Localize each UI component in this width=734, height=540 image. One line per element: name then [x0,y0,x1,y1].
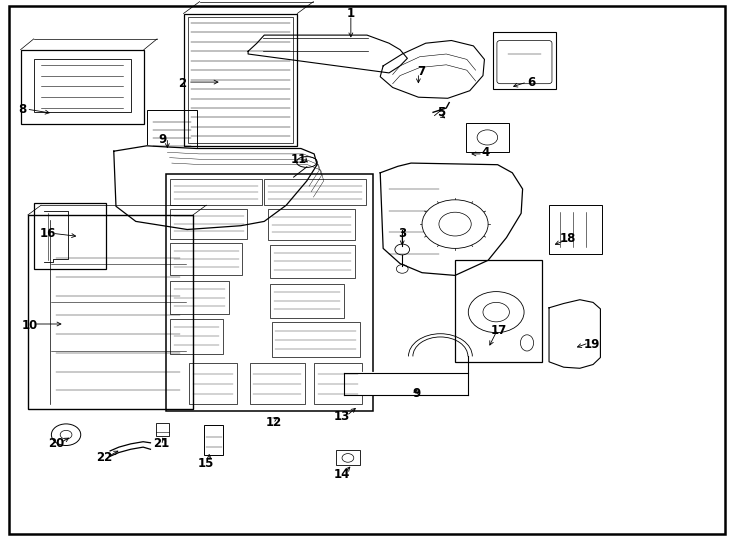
Circle shape [468,292,524,333]
Text: 4: 4 [482,146,490,159]
Text: 12: 12 [266,416,282,429]
Circle shape [60,430,72,439]
Text: 13: 13 [334,410,350,423]
Polygon shape [114,146,317,230]
Bar [34,203,106,269]
Circle shape [342,454,354,462]
Bar [314,363,362,404]
Circle shape [51,424,81,446]
Bar [189,363,237,404]
FancyBboxPatch shape [497,40,552,84]
Text: 9: 9 [159,133,167,146]
Bar [166,174,373,411]
Text: 22: 22 [96,451,112,464]
Bar [170,179,262,205]
Text: 21: 21 [153,437,170,450]
Text: 20: 20 [48,437,64,450]
Bar [170,209,247,239]
Circle shape [422,200,488,248]
Text: 11: 11 [291,153,307,166]
Circle shape [477,130,498,145]
Ellipse shape [520,335,534,351]
Text: 10: 10 [21,319,37,332]
Circle shape [395,244,410,255]
Text: 17: 17 [491,324,507,337]
Bar [28,215,193,409]
Polygon shape [380,40,484,98]
Bar [493,32,556,89]
Bar [264,179,366,205]
Bar [336,450,360,465]
Bar [147,110,197,152]
Bar [466,123,509,152]
Circle shape [483,302,509,322]
Circle shape [396,265,408,273]
Bar [34,59,131,112]
Text: 9: 9 [412,387,421,400]
Bar [188,17,293,143]
Text: 3: 3 [398,227,407,240]
Text: 19: 19 [584,338,600,351]
Bar [170,243,242,275]
Bar [250,363,305,404]
Text: 6: 6 [527,76,536,89]
Bar [549,205,602,254]
Bar [170,281,229,314]
Text: 16: 16 [40,227,56,240]
Text: 5: 5 [437,106,446,119]
Bar [170,319,223,354]
Bar [184,14,297,146]
Text: 8: 8 [18,103,26,116]
Text: 7: 7 [417,65,426,78]
Circle shape [439,212,471,236]
Text: 14: 14 [334,468,350,481]
Polygon shape [344,373,470,395]
Text: 15: 15 [197,457,214,470]
Bar [270,284,344,318]
Ellipse shape [297,157,317,167]
Polygon shape [380,163,523,275]
Text: 1: 1 [346,7,355,20]
Bar [156,423,169,436]
Bar [268,209,355,240]
Bar [270,245,355,278]
Text: 2: 2 [178,77,186,90]
Bar [272,322,360,357]
Polygon shape [549,300,600,368]
Bar [21,50,144,124]
Bar [204,425,223,455]
Text: 18: 18 [560,232,576,245]
Bar [455,260,542,362]
